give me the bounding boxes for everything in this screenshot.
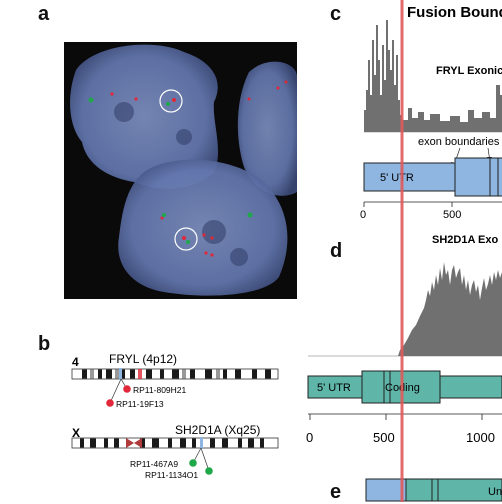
probe-dot-green-2 xyxy=(205,467,213,475)
chromosome-4 xyxy=(71,368,279,380)
probe-dot-red-1 xyxy=(123,385,131,393)
panel-d-tick-0: 0 xyxy=(306,430,313,445)
chr4-number: 4 xyxy=(72,355,79,369)
panel-b-letter: b xyxy=(38,333,51,355)
fusion-bar-label: Un xyxy=(488,486,502,498)
chromosome-ideograms: 4 FRYL (4p12) RP11-809H21 RP11-19F13 X S… xyxy=(71,352,279,480)
sh2d1a-coverage-histogram xyxy=(398,262,502,356)
panel-c-letter: c xyxy=(330,3,342,25)
panel-c-subtitle: FRYL Exonic xyxy=(436,65,502,77)
chrX-probe-2: RP11-1134O1 xyxy=(145,470,198,480)
chr4-probe-1: RP11-809H21 xyxy=(133,385,187,395)
panel-d-letter: d xyxy=(330,240,343,262)
panel-e-letter: e xyxy=(330,481,342,503)
exon-boundaries-label: exon boundaries xyxy=(418,136,500,148)
chrX-gene-label: SH2D1A (Xq25) xyxy=(175,423,260,437)
chrX-probe-1: RP11-467A9 xyxy=(130,459,178,469)
panel-a-letter: a xyxy=(38,3,50,25)
panel-d-subtitle: SH2D1A Exo xyxy=(432,234,499,246)
fusion-signal-circle-1 xyxy=(159,89,183,113)
chromosome-x xyxy=(71,437,279,449)
chr4-probe-2: RP11-19F13 xyxy=(116,399,164,409)
probe-dot-green-1 xyxy=(189,459,197,467)
panel-c-tick-500: 500 xyxy=(443,209,461,221)
sh2d1a-utr-label: 5' UTR xyxy=(317,382,351,394)
panel-d-tick-1000: 1000 xyxy=(466,430,495,445)
fusion-boundary-figure: Fusion Bounda FRYL Exonic exon boundarie… xyxy=(306,0,502,502)
fusion-transcript-bar xyxy=(365,478,502,502)
panel-c-tick-0: 0 xyxy=(360,209,366,221)
probe-dot-red-2 xyxy=(106,399,114,407)
chr4-gene-label: FRYL (4p12) xyxy=(109,352,177,366)
frYL-transcript-bar xyxy=(363,157,502,197)
frYL-utr-label: 5' UTR xyxy=(380,172,414,184)
fusion-signal-circle-2 xyxy=(174,227,198,251)
panel-c-title: Fusion Bounda xyxy=(407,4,502,21)
panel-d-tick-500: 500 xyxy=(373,430,395,445)
chrX-number: X xyxy=(72,426,80,440)
frYL-coverage-histogram xyxy=(364,20,502,132)
fish-micrograph xyxy=(64,42,297,299)
